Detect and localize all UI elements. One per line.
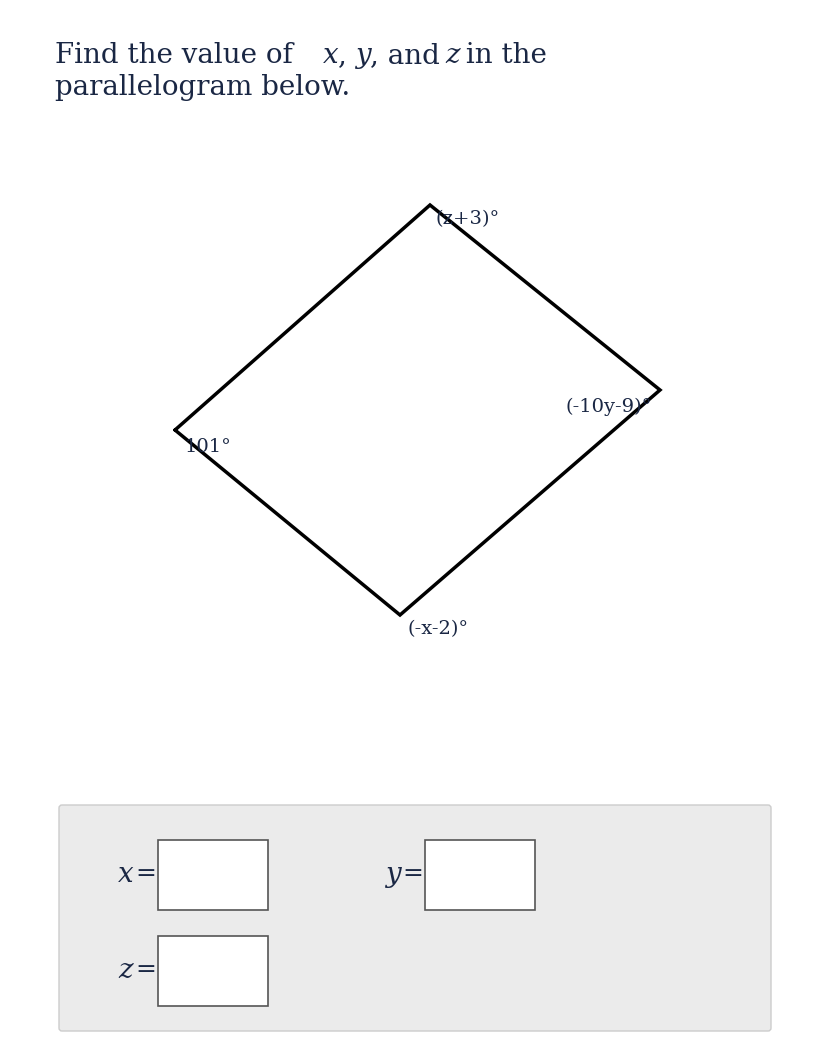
Text: z: z [444, 42, 459, 69]
Text: (z+3)°: (z+3)° [436, 210, 500, 228]
Text: 101°: 101° [184, 438, 232, 456]
Text: ,: , [337, 42, 352, 69]
Text: x: x [323, 42, 338, 69]
Text: y: y [355, 42, 370, 69]
Text: , and: , and [370, 42, 445, 69]
Text: in the: in the [457, 42, 546, 69]
Text: y: y [385, 860, 400, 888]
Text: parallelogram below.: parallelogram below. [55, 74, 350, 101]
Text: (-x-2)°: (-x-2)° [408, 620, 469, 638]
Text: (-10y-9)°: (-10y-9)° [565, 398, 651, 416]
Text: =: = [135, 863, 155, 886]
Text: =: = [135, 959, 155, 982]
Text: =: = [402, 863, 423, 886]
Text: Find the value of: Find the value of [55, 42, 301, 69]
Text: x: x [118, 860, 133, 888]
FancyBboxPatch shape [59, 805, 770, 1031]
Text: z: z [118, 957, 132, 983]
Bar [158, 936, 268, 1006]
Bar [424, 840, 534, 910]
Bar [158, 840, 268, 910]
